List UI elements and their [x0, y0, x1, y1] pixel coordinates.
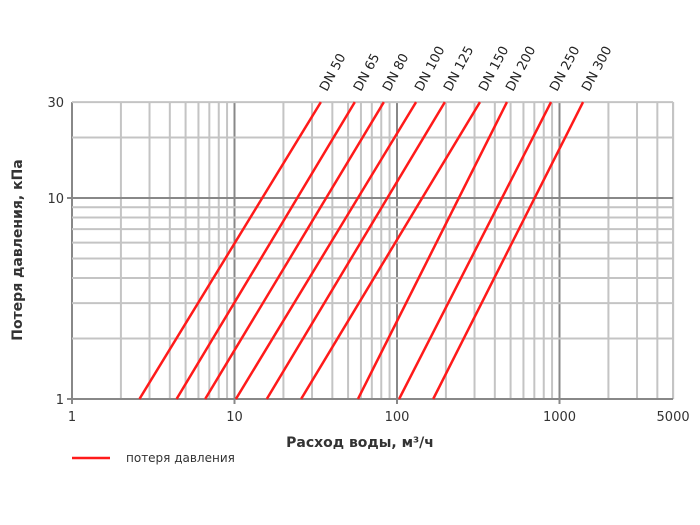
x-axis-label: Расход воды, м³/ч [286, 435, 434, 451]
legend-label: потеря давления [126, 451, 235, 465]
x-tick-label: 1 [68, 410, 76, 425]
series-line-dn300 [432, 101, 585, 400]
x-tick-label: 100 [385, 410, 410, 425]
series-line-dn250 [397, 101, 553, 400]
series-line-dn150 [300, 101, 482, 400]
x-tick-label: 10 [226, 410, 243, 425]
y-tick-label: 30 [47, 96, 64, 111]
y-axis-label: Потеря давления, кПа [10, 159, 26, 341]
series-line-dn100 [234, 101, 418, 400]
series-label: DN 50 [317, 51, 349, 94]
x-tick-label: 5000 [657, 410, 690, 425]
x-tick-label: 1000 [543, 410, 576, 425]
y-tick-label: 10 [47, 192, 64, 207]
series-line-dn80 [204, 101, 385, 400]
series-label: DN 80 [380, 51, 412, 94]
series-label: DN 300 [579, 44, 615, 94]
series-line-dn50 [138, 101, 322, 400]
series-line-dn65 [175, 101, 356, 400]
grid [67, 101, 675, 404]
y-tick-label: 1 [56, 393, 64, 408]
series-label: DN 65 [351, 51, 383, 94]
series-label: DN 250 [547, 44, 583, 94]
series-line-dn125 [265, 101, 446, 400]
series-line-dn200 [356, 101, 509, 400]
tick-labels: 1 10 100 1000 5000 1 10 30 [47, 96, 689, 425]
